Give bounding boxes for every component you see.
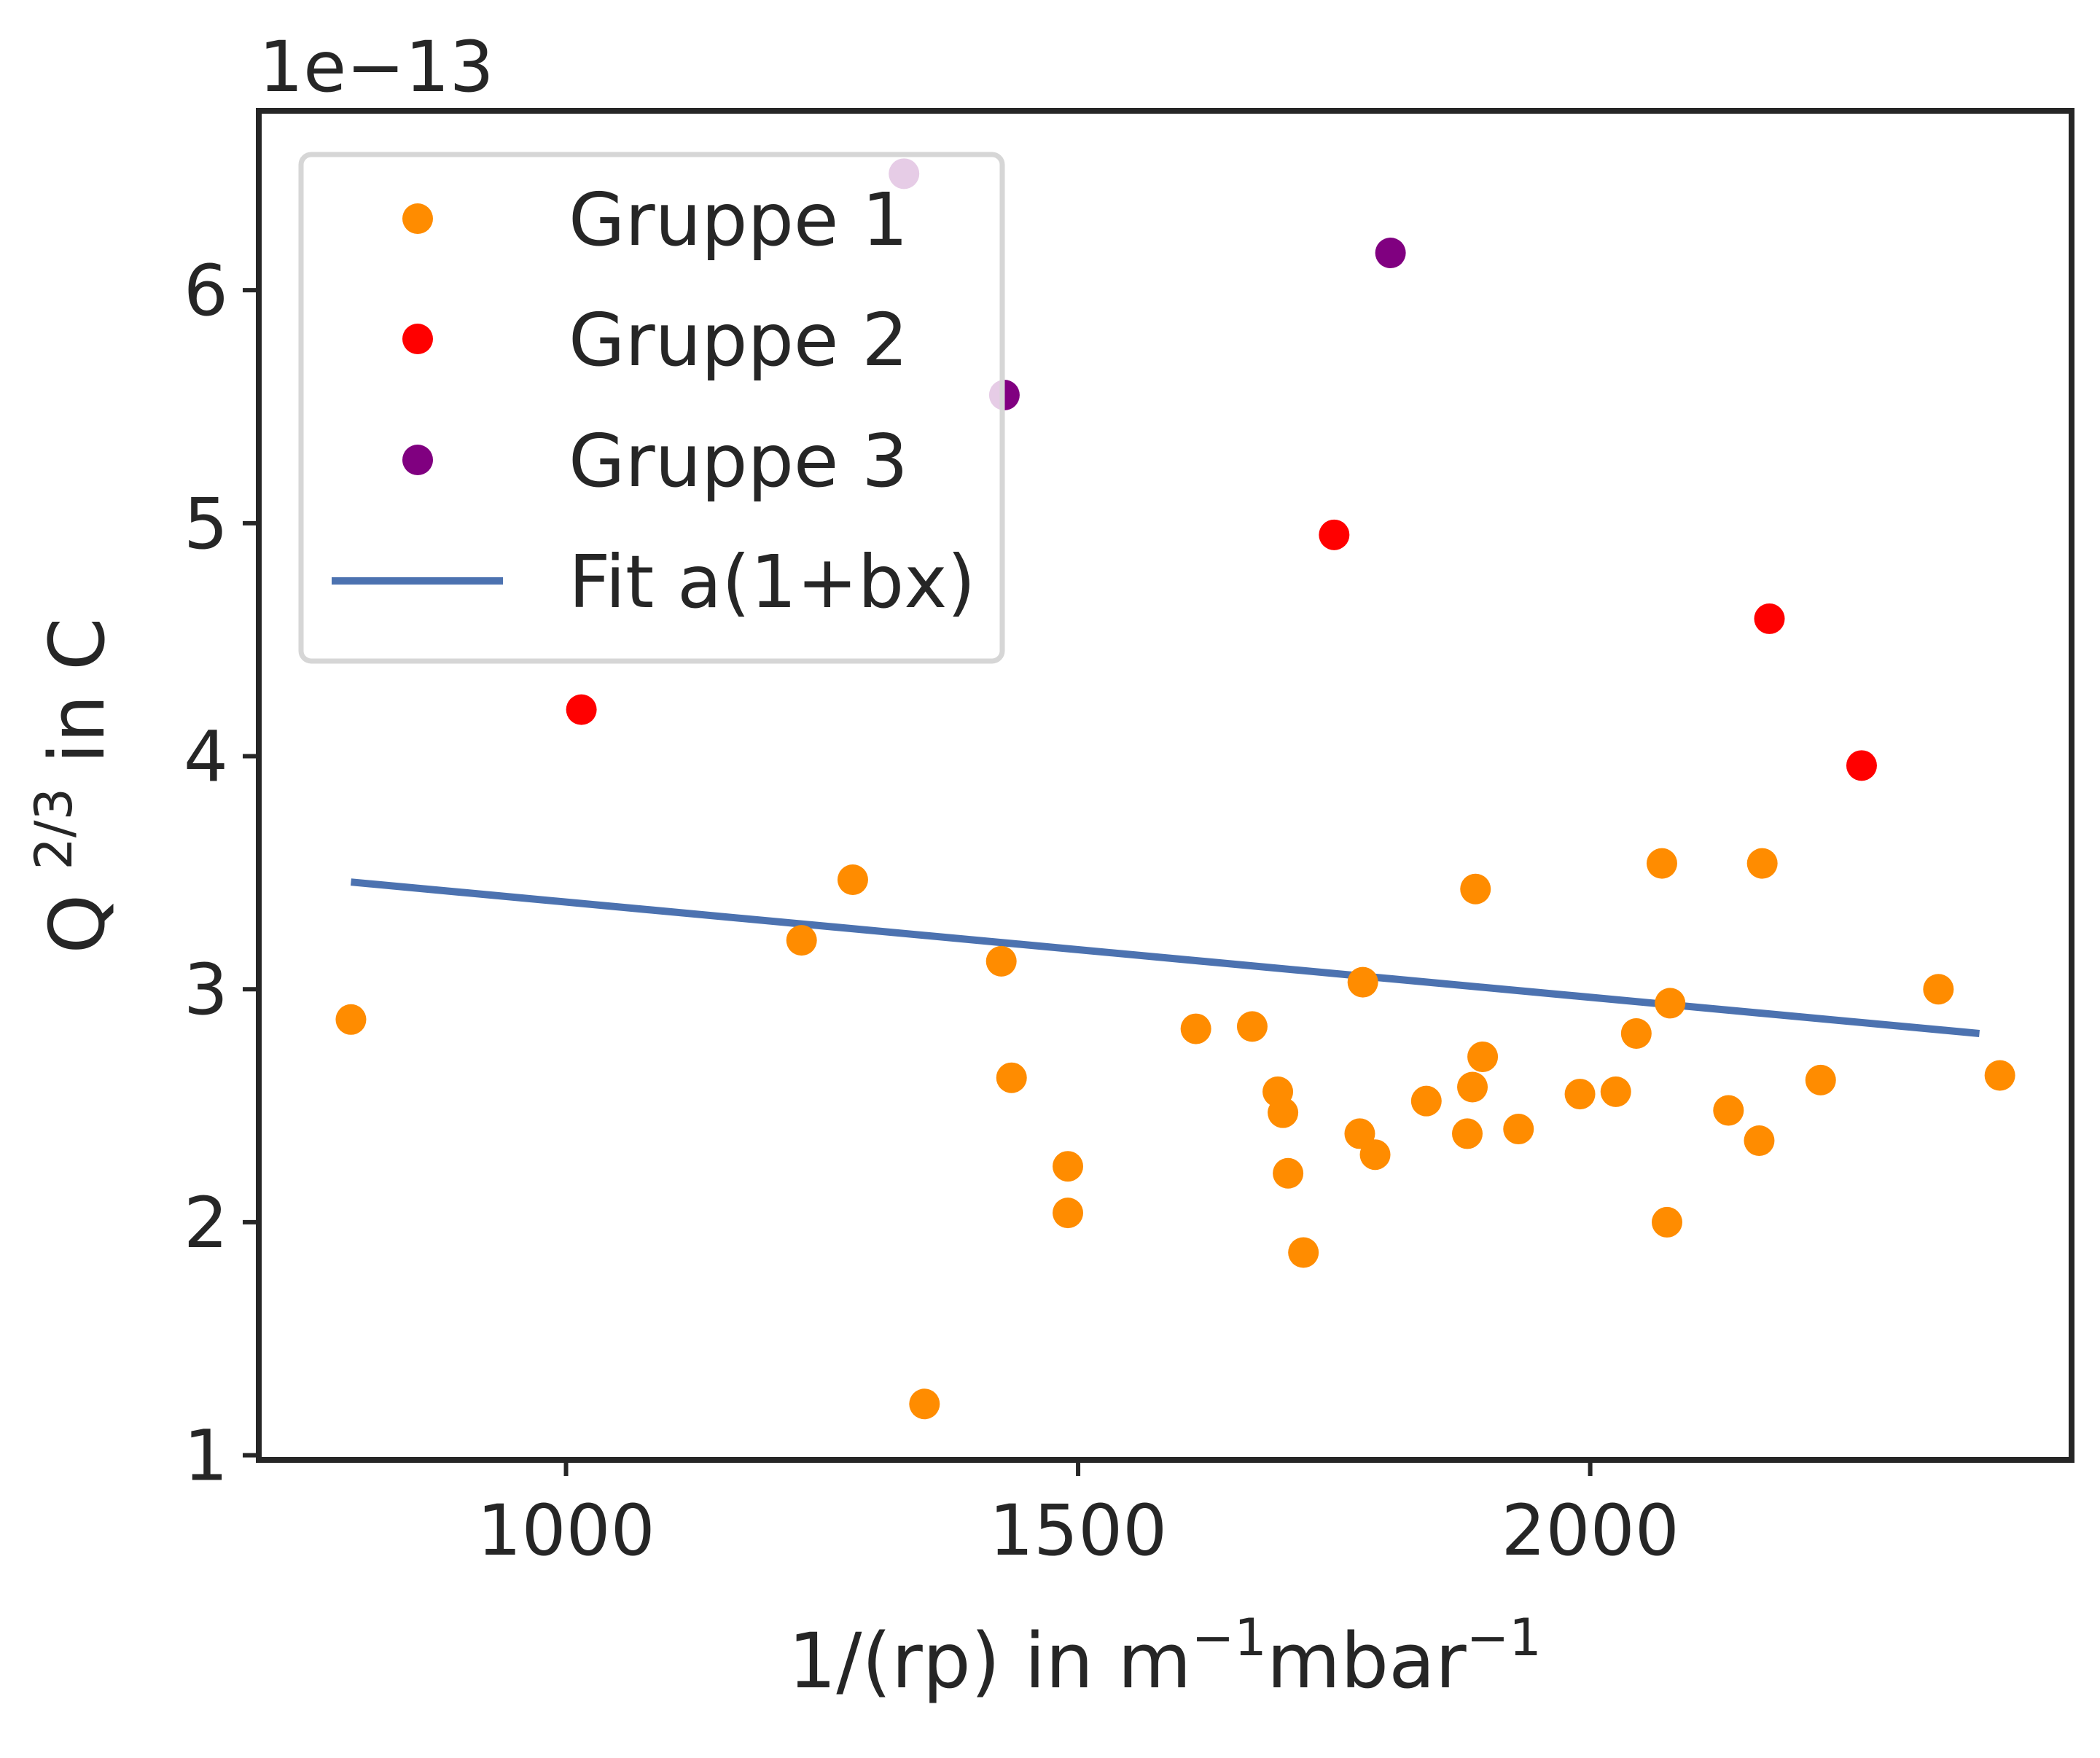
x-axis-ticks: 1000 1500 2000 — [477, 1460, 1679, 1571]
point-gruppe-2 — [566, 694, 597, 725]
point-gruppe-1 — [1620, 1017, 1652, 1049]
y-tick-label: 1 — [184, 1415, 228, 1497]
point-gruppe-1 — [1655, 988, 1686, 1019]
y-axis-label: Q 2/3 in C — [24, 617, 122, 953]
y-tick-label: 6 — [184, 250, 228, 332]
legend-marker-gruppe-1 — [402, 203, 433, 234]
point-gruppe-1 — [1236, 1011, 1268, 1042]
point-gruppe-1 — [786, 925, 817, 956]
point-gruppe-1 — [1564, 1079, 1596, 1110]
legend-label-gruppe-3: Gruppe 3 — [569, 418, 908, 504]
point-gruppe-1 — [1984, 1060, 2015, 1091]
point-gruppe-1 — [1651, 1206, 1682, 1238]
point-gruppe-1 — [1805, 1064, 1836, 1095]
y-tick-label: 2 — [184, 1182, 228, 1264]
y-tick-label: 3 — [184, 949, 228, 1031]
y-axis-ticks: 1 2 3 4 5 6 — [184, 250, 259, 1497]
point-gruppe-1 — [1744, 1125, 1775, 1157]
legend-label-gruppe-1: Gruppe 1 — [569, 177, 908, 262]
point-gruppe-2 — [1846, 750, 1877, 781]
y-offset-text: 1e−13 — [259, 26, 494, 108]
y-tick-label: 4 — [184, 716, 228, 798]
point-gruppe-1 — [1746, 848, 1778, 879]
data-marks — [335, 158, 2015, 1420]
point-gruppe-1 — [1503, 1114, 1534, 1145]
point-gruppe-1 — [1646, 848, 1677, 879]
point-gruppe-1 — [1359, 1139, 1391, 1171]
point-gruppe-1 — [1410, 1085, 1442, 1117]
point-gruppe-1 — [1923, 974, 1954, 1005]
point-gruppe-1 — [335, 1004, 367, 1035]
point-gruppe-1 — [1344, 1118, 1375, 1149]
point-gruppe-1 — [1288, 1237, 1319, 1268]
legend-label-fit: Fit a(1+bx) — [569, 539, 975, 625]
point-gruppe-1 — [837, 864, 868, 895]
legend-box — [298, 152, 1005, 664]
x-tick-label: 1000 — [477, 1490, 655, 1571]
legend-marker-gruppe-2 — [402, 324, 433, 354]
legend-marker-gruppe-3 — [402, 445, 433, 475]
legend: Gruppe 1 Gruppe 2 Gruppe 3 Fit a(1+bx) — [298, 152, 1005, 664]
point-gruppe-1 — [1600, 1076, 1631, 1107]
point-gruppe-1 — [1053, 1198, 1084, 1229]
point-gruppe-1 — [1053, 1151, 1084, 1182]
point-gruppe-3 — [1375, 238, 1406, 269]
point-gruppe-1 — [1452, 1118, 1483, 1149]
point-gruppe-1 — [1467, 1041, 1499, 1072]
point-gruppe-1 — [1347, 966, 1378, 998]
point-gruppe-1 — [1713, 1095, 1744, 1126]
point-gruppe-2 — [1754, 603, 1785, 634]
x-tick-label: 1500 — [989, 1490, 1167, 1571]
point-gruppe-1 — [1180, 1013, 1211, 1044]
point-gruppe-1 — [1460, 873, 1491, 905]
point-gruppe-2 — [1319, 519, 1350, 550]
x-axis-label: 1/(rp) in m−1mbar−1 — [788, 1608, 1542, 1706]
point-gruppe-1 — [996, 1062, 1027, 1093]
point-gruppe-1 — [1268, 1097, 1299, 1128]
point-gruppe-1 — [985, 945, 1017, 977]
fit-line — [350, 878, 1980, 1037]
point-gruppe-1 — [1273, 1157, 1304, 1189]
point-gruppe-1 — [1457, 1071, 1488, 1103]
point-gruppe-1 — [909, 1388, 940, 1420]
y-tick-label: 5 — [184, 483, 228, 565]
axes-frame — [256, 108, 2074, 1463]
legend-label-gruppe-2: Gruppe 2 — [569, 297, 908, 383]
x-tick-label: 2000 — [1501, 1490, 1679, 1571]
